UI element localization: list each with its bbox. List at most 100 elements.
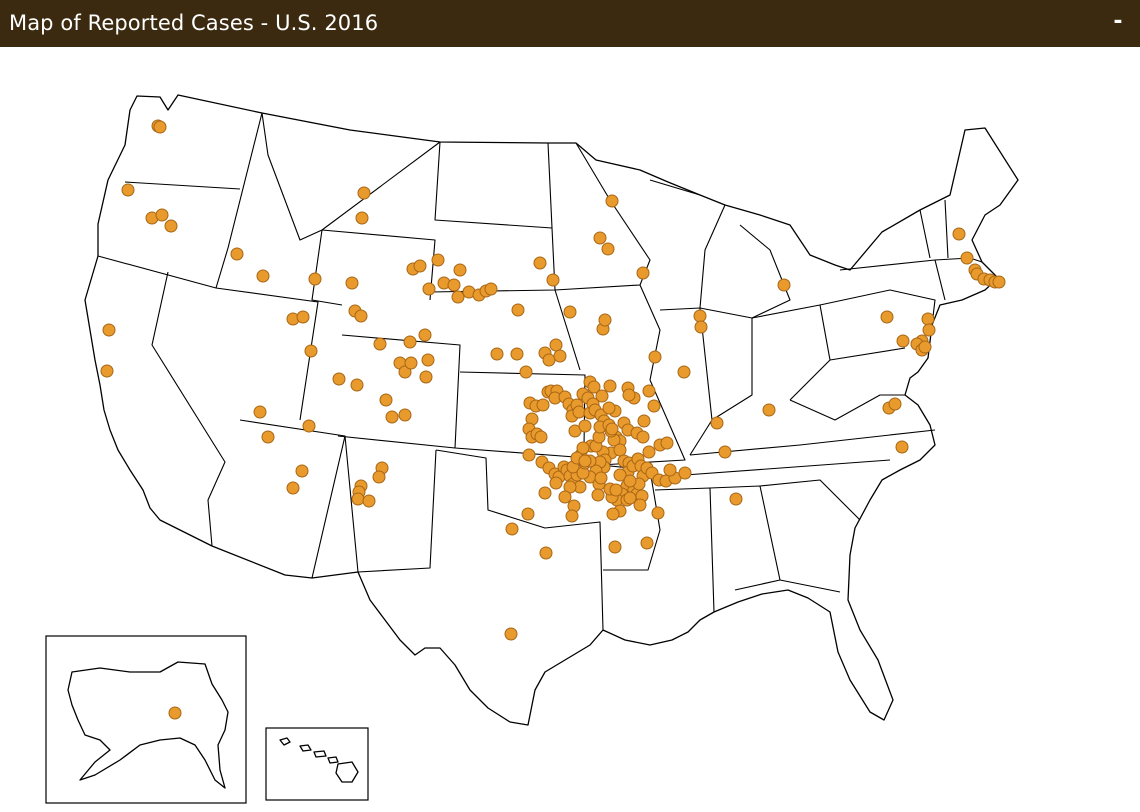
case-marker bbox=[431, 253, 445, 267]
case-marker bbox=[622, 388, 636, 402]
case-marker bbox=[354, 309, 368, 323]
case-marker bbox=[484, 282, 498, 296]
case-marker bbox=[253, 405, 267, 419]
case-marker bbox=[155, 208, 169, 222]
case-marker bbox=[536, 398, 550, 412]
case-marker bbox=[992, 275, 1006, 289]
case-marker bbox=[563, 305, 577, 319]
minimize-button[interactable]: - bbox=[1113, 9, 1123, 34]
case-marker bbox=[168, 706, 182, 720]
case-marker bbox=[694, 320, 708, 334]
case-marker bbox=[603, 379, 617, 393]
case-marker bbox=[164, 219, 178, 233]
case-marker bbox=[729, 492, 743, 506]
case-marker bbox=[587, 380, 601, 394]
case-marker bbox=[553, 349, 567, 363]
case-marker bbox=[602, 401, 616, 415]
case-marker bbox=[372, 470, 386, 484]
case-marker bbox=[153, 120, 167, 134]
map-area bbox=[0, 47, 1140, 812]
case-marker bbox=[606, 507, 620, 521]
case-marker bbox=[660, 436, 674, 450]
case-marker bbox=[418, 328, 432, 342]
case-marker bbox=[422, 282, 436, 296]
case-marker bbox=[605, 422, 619, 436]
case-marker bbox=[608, 540, 622, 554]
case-marker bbox=[595, 389, 609, 403]
case-marker bbox=[533, 256, 547, 270]
case-marker bbox=[308, 272, 322, 286]
case-marker bbox=[710, 416, 724, 430]
case-marker bbox=[521, 507, 535, 521]
case-marker bbox=[504, 627, 518, 641]
case-marker bbox=[355, 211, 369, 225]
case-marker bbox=[538, 486, 552, 500]
case-marker bbox=[373, 337, 387, 351]
case-marker bbox=[636, 430, 650, 444]
case-marker bbox=[777, 278, 791, 292]
case-marker bbox=[398, 365, 412, 379]
case-marker bbox=[522, 448, 536, 462]
case-marker bbox=[677, 365, 691, 379]
case-marker bbox=[286, 481, 300, 495]
case-marker bbox=[565, 509, 579, 523]
case-marker bbox=[549, 476, 563, 490]
case-marker bbox=[421, 353, 435, 367]
case-marker bbox=[295, 464, 309, 478]
case-marker bbox=[453, 263, 467, 277]
us-outline bbox=[84, 94, 1019, 726]
case-marker bbox=[261, 430, 275, 444]
case-marker bbox=[102, 323, 116, 337]
alaska-outline bbox=[67, 661, 229, 789]
case-marker bbox=[918, 340, 932, 354]
case-marker bbox=[613, 468, 627, 482]
case-marker bbox=[490, 347, 504, 361]
case-marker bbox=[678, 466, 692, 480]
case-marker bbox=[636, 266, 650, 280]
case-marker bbox=[350, 378, 364, 392]
case-marker bbox=[385, 410, 399, 424]
case-marker bbox=[651, 506, 665, 520]
case-marker bbox=[404, 356, 418, 370]
case-marker bbox=[922, 323, 936, 337]
case-marker bbox=[718, 445, 732, 459]
case-marker bbox=[637, 414, 651, 428]
case-marker bbox=[576, 441, 590, 455]
case-marker bbox=[398, 408, 412, 422]
case-marker bbox=[549, 338, 563, 352]
case-marker bbox=[578, 419, 592, 433]
case-marker bbox=[345, 276, 359, 290]
case-marker bbox=[296, 310, 310, 324]
case-marker bbox=[357, 186, 371, 200]
case-marker bbox=[648, 350, 662, 364]
case-marker bbox=[880, 310, 894, 324]
case-marker bbox=[663, 463, 677, 477]
case-marker bbox=[960, 251, 974, 265]
case-marker bbox=[558, 490, 572, 504]
case-marker bbox=[451, 290, 465, 304]
title-bar: Map of Reported Cases - U.S. 2016 - bbox=[0, 0, 1140, 47]
case-marker bbox=[539, 546, 553, 560]
case-marker bbox=[623, 491, 637, 505]
case-marker bbox=[594, 471, 608, 485]
case-marker bbox=[519, 365, 533, 379]
case-marker bbox=[121, 183, 135, 197]
case-marker bbox=[578, 454, 592, 468]
case-marker bbox=[351, 492, 365, 506]
case-marker bbox=[332, 372, 346, 386]
case-marker bbox=[534, 430, 548, 444]
case-markers bbox=[100, 119, 1006, 720]
case-marker bbox=[447, 278, 461, 292]
case-marker bbox=[647, 399, 661, 413]
case-marker bbox=[510, 347, 524, 361]
case-marker bbox=[693, 309, 707, 323]
hawaii-islands bbox=[279, 737, 359, 783]
case-marker bbox=[546, 273, 560, 287]
case-marker bbox=[762, 403, 776, 417]
case-marker bbox=[256, 269, 270, 283]
case-marker bbox=[572, 405, 586, 419]
case-marker bbox=[413, 259, 427, 273]
case-marker bbox=[598, 313, 612, 327]
case-marker bbox=[591, 488, 605, 502]
window-title: Map of Reported Cases - U.S. 2016 bbox=[9, 11, 379, 35]
